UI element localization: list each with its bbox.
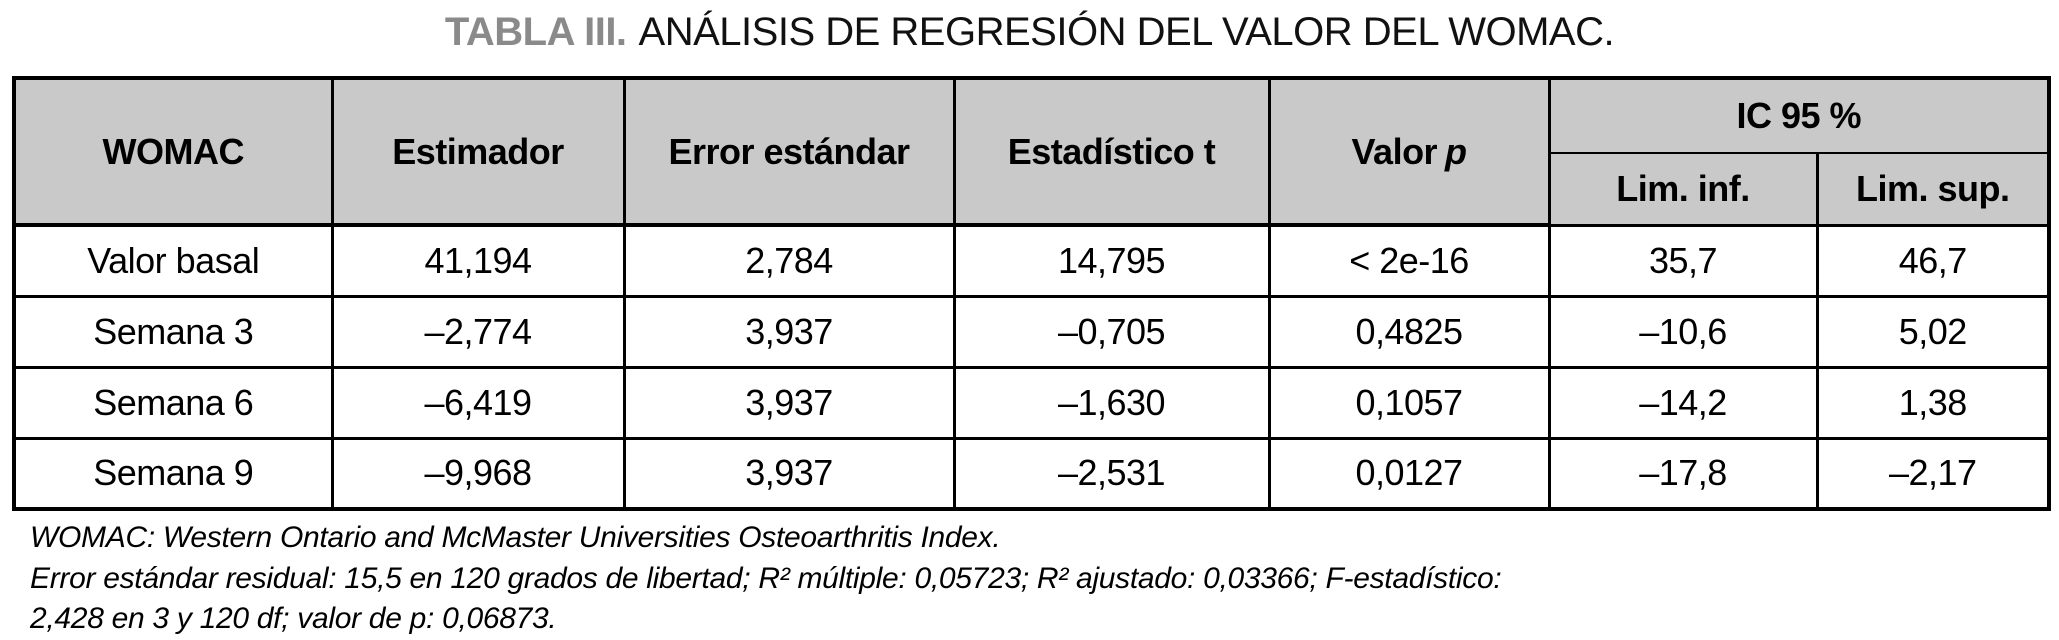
- cell-valor-p: 0,4825: [1267, 294, 1551, 369]
- cell-lim-sup: –2,17: [1815, 436, 2051, 511]
- cell-lim-inf: –10,6: [1547, 294, 1819, 369]
- cell-lim-inf: –14,2: [1547, 365, 1819, 440]
- table-row: Semana 6 –6,419 3,937 –1,630 0,1057 –14,…: [12, 365, 2051, 440]
- header-cell-womac: WOMAC: [12, 76, 334, 227]
- cell-lim-inf: 35,7: [1547, 223, 1819, 298]
- table-body: Valor basal 41,194 2,784 14,795 < 2e-16 …: [12, 223, 2051, 511]
- cell-error-estandar: 2,784: [622, 223, 956, 298]
- cell-row-label: Semana 6: [12, 365, 334, 440]
- table-footnotes: WOMAC: Western Ontario and McMaster Univ…: [30, 518, 2059, 640]
- table-title: TABLA III. ANÁLISIS DE REGRESIÓN DEL VALO…: [0, 8, 2059, 56]
- header-cell-error-estandar: Error estándar: [622, 76, 956, 227]
- header-cell-estadistico-t: Estadístico t: [952, 76, 1271, 227]
- cell-error-estandar: 3,937: [622, 436, 956, 511]
- table-row: Semana 9 –9,968 3,937 –2,531 0,0127 –17,…: [12, 436, 2051, 511]
- table-row: Semana 3 –2,774 3,937 –0,705 0,4825 –10,…: [12, 294, 2051, 369]
- header-cell-lim-sup: Lim. sup.: [1816, 152, 2051, 227]
- header-row-1: WOMAC Estimador Error estándar Estadísti…: [12, 76, 2051, 227]
- cell-lim-inf: –17,8: [1547, 436, 1819, 511]
- cell-lim-sup: 1,38: [1815, 365, 2051, 440]
- cell-lim-sup: 46,7: [1815, 223, 2051, 298]
- cell-error-estandar: 3,937: [622, 365, 956, 440]
- header-cell-ic95: IC 95 %: [1547, 76, 2051, 154]
- regression-table: WOMAC Estimador Error estándar Estadísti…: [12, 76, 2051, 511]
- header-cell-valor-p: Valor p: [1267, 76, 1551, 227]
- cell-estadistico-t: –2,531: [952, 436, 1271, 511]
- cell-estadistico-t: –0,705: [952, 294, 1271, 369]
- cell-estadistico-t: –1,630: [952, 365, 1271, 440]
- cell-valor-p: 0,0127: [1267, 436, 1551, 511]
- footnote-line: WOMAC: Western Ontario and McMaster Univ…: [30, 521, 1001, 554]
- cell-error-estandar: 3,937: [622, 294, 956, 369]
- cell-row-label: Valor basal: [12, 223, 334, 298]
- valor-p-symbol: p: [1444, 130, 1467, 172]
- cell-estimador: –6,419: [330, 365, 626, 440]
- table-header: WOMAC Estimador Error estándar Estadísti…: [12, 76, 2051, 227]
- cell-valor-p: 0,1057: [1267, 365, 1551, 440]
- header-cell-lim-inf: Lim. inf.: [1547, 152, 1819, 227]
- cell-estimador: –2,774: [330, 294, 626, 369]
- cell-row-label: Semana 9: [12, 436, 334, 511]
- table-title-text: ANÁLISIS DE REGRESIÓN DEL VALOR DEL WOMA…: [638, 10, 1615, 54]
- valor-p-prefix: Valor: [1351, 130, 1438, 172]
- header-cell-estimador: Estimador: [330, 76, 626, 227]
- footnote-line: 2,428 en 3 y 120 df; valor de p: 0,06873…: [30, 602, 557, 635]
- cell-valor-p: < 2e-16: [1267, 223, 1551, 298]
- header-row-2: Lim. inf. Lim. sup.: [14, 152, 2051, 227]
- cell-lim-sup: 5,02: [1815, 294, 2051, 369]
- footnote-line: Error estándar residual: 15,5 en 120 gra…: [30, 561, 1502, 595]
- table-row: Valor basal 41,194 2,784 14,795 < 2e-16 …: [12, 223, 2051, 298]
- cell-estimador: 41,194: [330, 223, 626, 298]
- cell-estimador: –9,968: [330, 436, 626, 511]
- table-title-label: TABLA III.: [444, 10, 627, 54]
- cell-row-label: Semana 3: [12, 294, 334, 369]
- cell-estadistico-t: 14,795: [952, 223, 1271, 298]
